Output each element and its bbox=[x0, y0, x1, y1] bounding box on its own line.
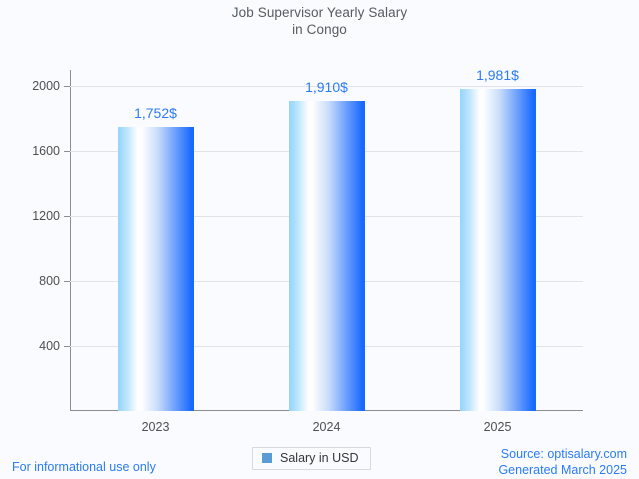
source-block: Source: optisalary.com Generated March 2… bbox=[498, 446, 627, 478]
chart-title: Job Supervisor Yearly Salary in Congo bbox=[0, 4, 639, 38]
y-axis-tick-label: 400 bbox=[39, 339, 60, 354]
y-axis-tick-label: 800 bbox=[39, 274, 60, 289]
legend-swatch-icon bbox=[262, 453, 272, 463]
plot-area: 400 800 1200 1600 2000 bbox=[32, 70, 583, 411]
chart-subtitle: in Congo bbox=[292, 22, 347, 37]
bar-value-label: 1,752$ bbox=[134, 104, 177, 121]
bar[interactable] bbox=[459, 89, 536, 411]
chart-legend[interactable]: Salary in USD bbox=[252, 447, 371, 470]
gridline bbox=[70, 86, 583, 88]
y-axis-tick-label: 1200 bbox=[32, 209, 60, 224]
y-tick-mark bbox=[64, 216, 70, 218]
x-axis-tick-label: 2024 bbox=[312, 420, 341, 434]
y-axis-tick-label: 2000 bbox=[32, 79, 60, 94]
y-tick-mark bbox=[64, 346, 70, 348]
bar[interactable] bbox=[117, 126, 194, 411]
source-text: Source: optisalary.com bbox=[500, 447, 627, 461]
y-tick-mark bbox=[64, 86, 70, 88]
x-axis-tick-label: 2023 bbox=[141, 420, 170, 434]
bar-value-label: 1,910$ bbox=[305, 78, 348, 95]
y-axis-tick-label: 1600 bbox=[32, 144, 60, 159]
legend-item-label: Salary in USD bbox=[280, 451, 359, 465]
bar-value-label: 1,981$ bbox=[476, 67, 519, 84]
bar[interactable] bbox=[288, 100, 365, 411]
y-tick-mark bbox=[64, 281, 70, 283]
y-axis-line bbox=[70, 70, 71, 411]
y-axis-tick: 2000 bbox=[32, 79, 583, 93]
generated-text: Generated March 2025 bbox=[498, 463, 627, 477]
x-axis-tick-label: 2025 bbox=[483, 420, 512, 434]
chart-title-line1: Job Supervisor Yearly Salary bbox=[231, 5, 408, 20]
disclaimer-text: For informational use only bbox=[12, 460, 156, 474]
y-tick-mark bbox=[64, 151, 70, 153]
